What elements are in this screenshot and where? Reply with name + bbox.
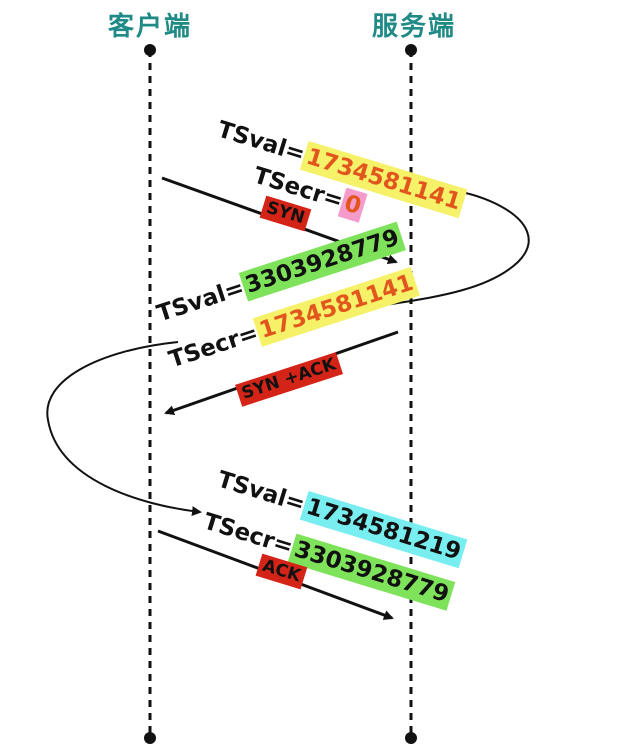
client-lifeline-bottom-dot [144,732,156,744]
server-lifeline-bottom-dot [405,732,417,744]
client-title: 客户端 [108,12,193,42]
server-title: 服务端 [372,12,457,42]
echo-curve-client [46,341,202,517]
server-lifeline-top-dot [405,44,417,56]
client-lifeline-top-dot [144,44,156,56]
